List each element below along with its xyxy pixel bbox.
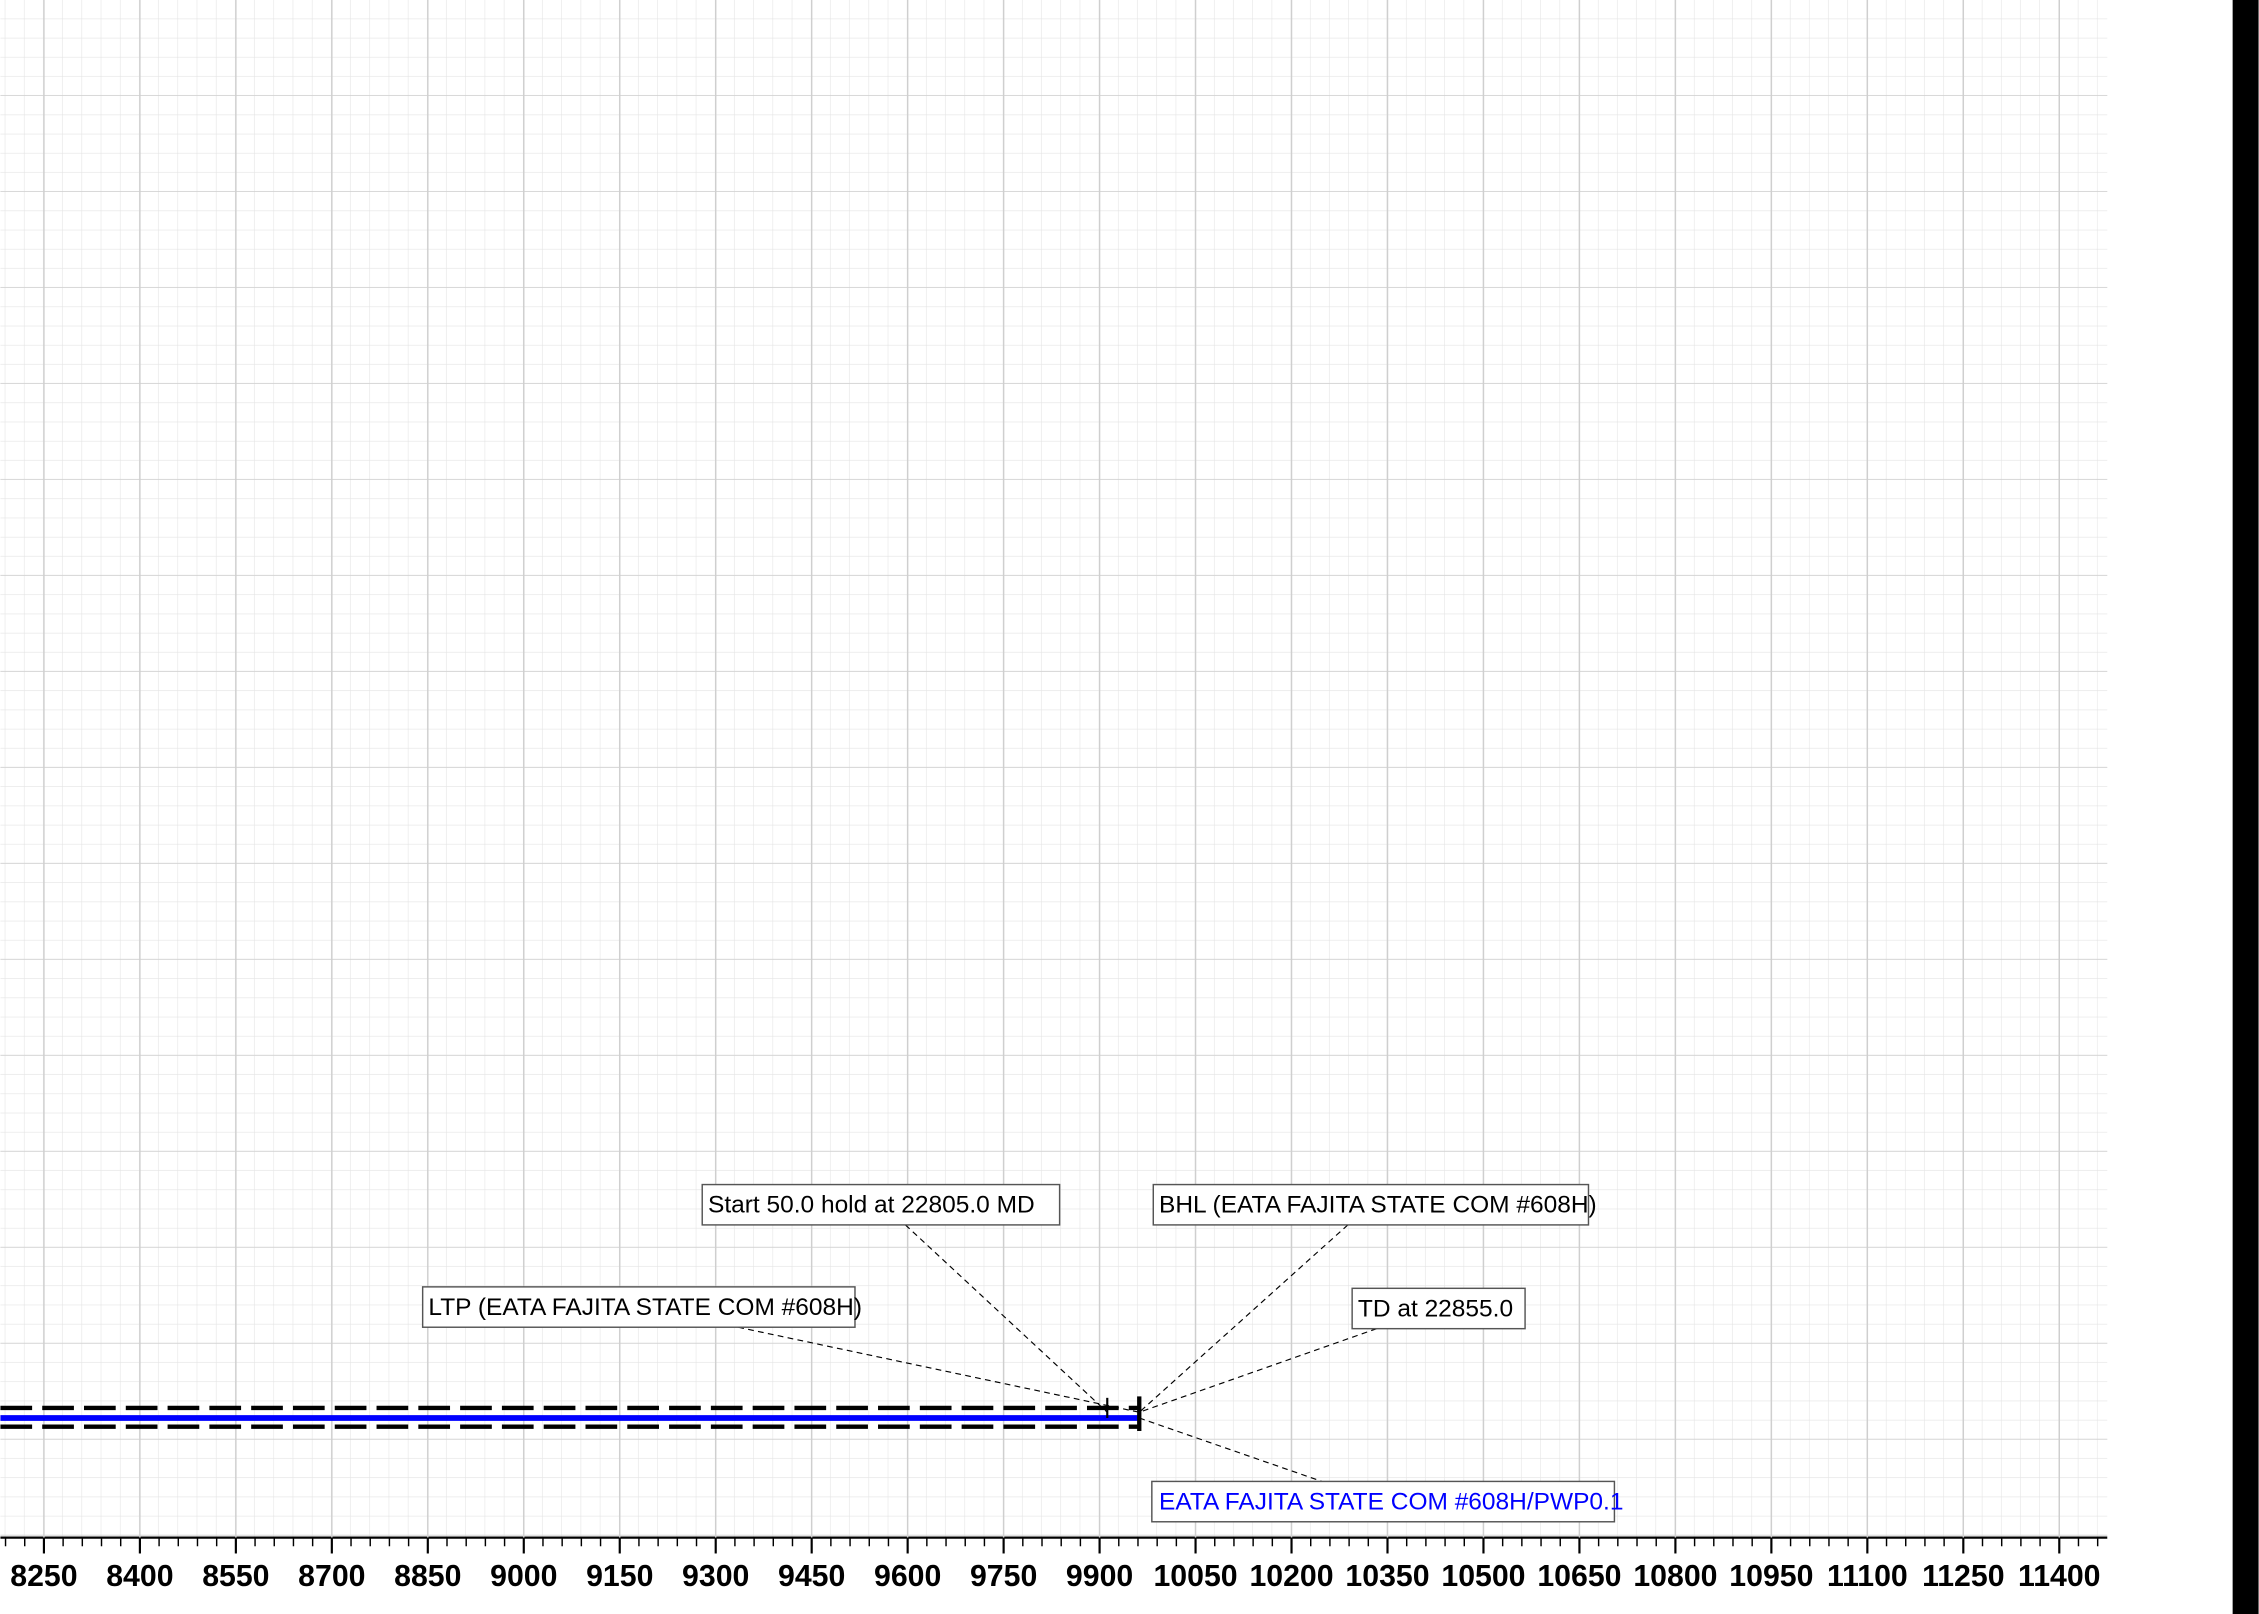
x-tick-label: 9000 [490,1560,557,1593]
leader-line [738,1326,1140,1413]
side-bar [2232,0,2259,1614]
x-tick-label: 11100 [1827,1560,1908,1593]
x-tick-label: 9900 [1066,1560,1133,1593]
x-tick-label: 10050 [1153,1560,1237,1593]
x-tick-label: 9750 [970,1560,1037,1593]
x-tick-label: 9300 [682,1560,749,1593]
label-box [421,1286,856,1328]
major-grid [0,0,2108,1538]
x-tick-label: 10950 [1729,1560,1813,1593]
x-tick-label: 10200 [1249,1560,1333,1593]
label-box [1351,1287,1526,1330]
plot: 8250 8400 8550 8700 8850 9000 9150 9300 9450 9600… [0,0,2101,1593]
annotation: TD at 22855.0 [1358,1295,1513,1322]
x-tick-label: 10650 [1537,1560,1621,1593]
leader-line [905,1224,1108,1413]
x-tick-label: 8400 [106,1560,173,1593]
label-box [701,1183,1061,1226]
leader-line [1139,1417,1323,1482]
x-tick-label: 10800 [1633,1560,1717,1593]
x-tick-label: 9600 [874,1560,941,1593]
leader-line [1139,1328,1377,1413]
x-tick-label: 11400 [2018,1560,2100,1593]
x-tick-label: 11250 [1922,1560,2004,1593]
x-tick-label: 10500 [1441,1560,1525,1593]
annotation: Start 50.0 hold at 22805.0 MD [708,1192,1035,1219]
label-box [1152,1183,1590,1226]
x-tick-label: 9150 [586,1560,653,1593]
label-box [1151,1480,1616,1523]
x-tick-label: 9450 [778,1560,845,1593]
annotation: LTP (EATA FAJITA STATE COM #608H) [428,1294,862,1321]
x-tick-label: 8250 [10,1560,77,1593]
x-tick-label: 10350 [1345,1560,1429,1593]
x-tick-label: 8550 [202,1560,269,1593]
x-tick-label: 8700 [298,1560,365,1593]
annotation: BHL (EATA FAJITA STATE COM #608H) [1159,1192,1597,1219]
x-tick-label: 8850 [394,1560,461,1593]
leader-line [1138,1224,1349,1413]
series-label: EATA FAJITA STATE COM #608H/PWP0.1 [1159,1489,1623,1516]
